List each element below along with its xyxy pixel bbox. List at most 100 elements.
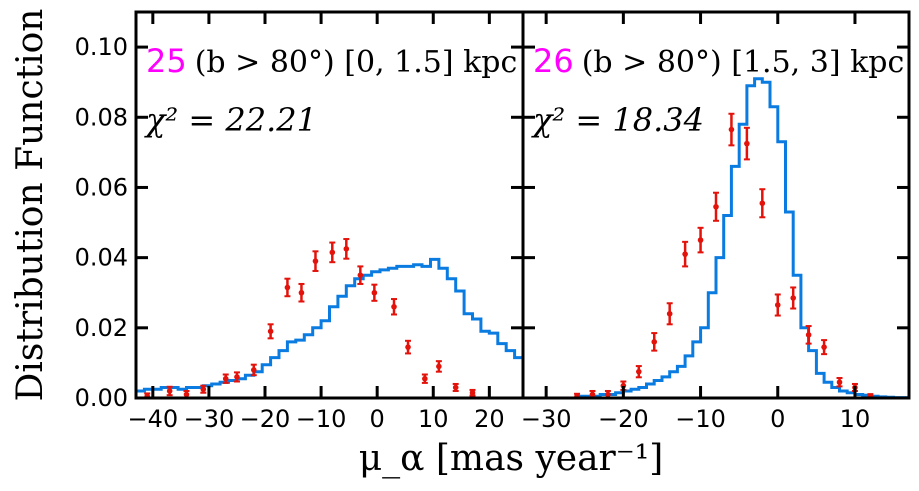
chi2-label-25: χ² = 22.21 <box>144 101 317 139</box>
data-marker <box>284 284 291 291</box>
data-marker <box>343 246 350 252</box>
data-point-25-3 <box>200 384 207 394</box>
data-point-25-14 <box>371 283 378 302</box>
data-point-25-1 <box>166 385 173 397</box>
x-axis-title: μ_α [mas year⁻¹] <box>359 438 664 479</box>
data-point-25-12 <box>343 238 350 260</box>
data-marker <box>371 289 378 296</box>
panels-layer: 0.000.020.040.060.080.10−40 −30 −20 −10 0 10 2… <box>75 10 911 433</box>
x-tick-label: −20 <box>598 405 649 433</box>
data-point-26-4 <box>635 365 642 379</box>
data-point-25-4 <box>222 373 229 384</box>
data-point-26-13 <box>774 293 781 317</box>
y-axis-title: Distribution Function <box>10 9 51 402</box>
data-marker <box>836 379 843 386</box>
y-tick-label: 0.06 <box>75 173 128 201</box>
data-point-26-9 <box>713 191 719 222</box>
data-marker <box>166 388 173 394</box>
panel-number: 26 <box>533 42 574 80</box>
x-tick-label: 0 <box>770 405 785 433</box>
x-tick-label: −10 <box>675 405 726 433</box>
panel-25: 0.00 0.02 0.04 0.06 0.08 0.10 −40 −30 −20 −10 0 10 2… <box>75 10 525 433</box>
data-marker <box>452 384 459 391</box>
panel-label-25: 25 (b > 80°) [0, 1.5] kpc <box>146 42 517 80</box>
data-point-25-9 <box>298 282 305 303</box>
x-tick-label: −20 <box>240 405 291 433</box>
data-marker <box>728 126 735 133</box>
x-tick-label: 10 <box>840 405 871 433</box>
data-marker <box>682 251 688 257</box>
panel-26: −30 −20 −10 0 10 26 (b > 80°) [1.5, 3] kpc χ² =… <box>521 10 911 433</box>
y-tick-label: 0.10 <box>75 33 128 61</box>
data-marker <box>759 200 766 207</box>
data-marker <box>821 344 827 350</box>
data-marker <box>605 391 611 398</box>
data-marker <box>329 249 336 256</box>
data-marker <box>436 363 442 370</box>
data-point-25-19 <box>452 382 459 392</box>
data-marker <box>183 391 190 398</box>
panel-label-26: 26 (b > 80°) [1.5, 3] kpc <box>533 42 904 80</box>
data-point-26-5 <box>651 332 658 352</box>
data-marker <box>298 289 305 296</box>
y-tick-label: 0.04 <box>75 244 128 272</box>
data-point-26-7 <box>682 240 689 268</box>
data-marker <box>713 203 719 210</box>
data-marker <box>422 375 428 382</box>
data-point-25-18 <box>435 360 442 373</box>
data-marker <box>774 302 781 308</box>
data-marker <box>312 258 319 264</box>
data-marker <box>651 339 658 345</box>
data-point-25-20 <box>469 388 476 397</box>
data-marker <box>697 237 704 243</box>
data-point-26-14 <box>790 286 797 310</box>
data-point-25-8 <box>284 277 291 298</box>
data-marker <box>391 303 397 310</box>
data-marker <box>589 391 596 398</box>
data-marker <box>234 374 240 380</box>
data-marker <box>805 332 812 338</box>
x-tick-label: 0 <box>370 405 385 433</box>
y-tick-label: 0.00 <box>75 384 128 412</box>
data-point-25-7 <box>267 323 274 340</box>
panel-label-text: (b > 80°) [1.5, 3] kpc <box>582 45 905 80</box>
x-tick-label: −30 <box>184 405 235 433</box>
data-point-25-5 <box>233 371 240 383</box>
data-point-25-17 <box>421 373 428 384</box>
data-marker <box>200 386 207 393</box>
data-marker <box>469 389 476 396</box>
data-marker <box>744 140 750 147</box>
data-marker <box>405 344 411 350</box>
data-point-26-8 <box>697 226 704 254</box>
data-point-26-17 <box>836 376 843 388</box>
data-point-25-15 <box>391 298 397 316</box>
data-point-26-11 <box>743 126 750 161</box>
data-point-25-13 <box>357 265 364 285</box>
model-histogram-25 <box>136 257 523 393</box>
data-point-26-10 <box>728 112 735 147</box>
y-tick-label: 0.02 <box>75 314 128 342</box>
x-tick-label: −10 <box>296 405 347 433</box>
model-histogram-26 <box>523 77 909 398</box>
data-marker <box>790 295 796 301</box>
data-marker <box>222 375 229 382</box>
data-marker <box>250 367 257 373</box>
panel-number: 25 <box>146 42 187 80</box>
y-tick-label: 0.08 <box>75 103 128 131</box>
data-point-26-15 <box>805 325 812 345</box>
data-point-26-6 <box>666 302 673 326</box>
x-tick-label: −30 <box>521 405 572 433</box>
chi2-label-26: χ² = 18.34 <box>531 101 704 139</box>
x-tick-label: −40 <box>127 405 178 433</box>
x-tick-label: 10 <box>418 405 449 433</box>
data-marker <box>357 272 364 278</box>
panel-frame-26 <box>521 10 911 400</box>
data-point-26-16 <box>821 339 828 356</box>
data-marker <box>267 328 274 335</box>
data-marker <box>636 368 642 375</box>
data-point-25-11 <box>329 241 336 264</box>
panel-label-text: (b > 80°) [0, 1.5] kpc <box>195 45 518 80</box>
data-point-25-16 <box>405 339 412 355</box>
data-point-26-12 <box>759 188 766 219</box>
